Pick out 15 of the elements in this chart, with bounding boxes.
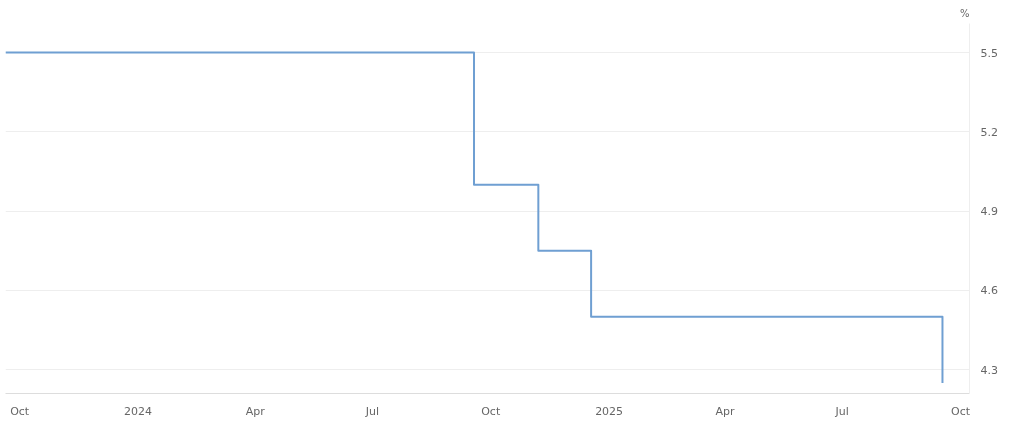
y-axis-title: % (960, 7, 970, 19)
x-tick-label: Apr (245, 404, 266, 418)
x-tick-label: Jul (364, 404, 379, 418)
x-tick-label: Oct (10, 404, 30, 418)
y-tick-label: 4.9 (980, 205, 998, 219)
y-tick-label: 4.6 (980, 284, 998, 298)
x-tick-label: Apr (715, 404, 735, 418)
x-tick-label: Oct (481, 404, 501, 418)
x-tick-label: 2024 (124, 404, 153, 418)
y-tick-label: 4.3 (980, 363, 998, 377)
y-tick-label: 5.2 (980, 125, 998, 139)
x-tick-label: Oct (950, 404, 971, 418)
y-tick-label: 5.5 (980, 46, 998, 60)
x-tick-label: 2025 (595, 404, 624, 418)
x-tick-label: Jul (834, 404, 849, 418)
